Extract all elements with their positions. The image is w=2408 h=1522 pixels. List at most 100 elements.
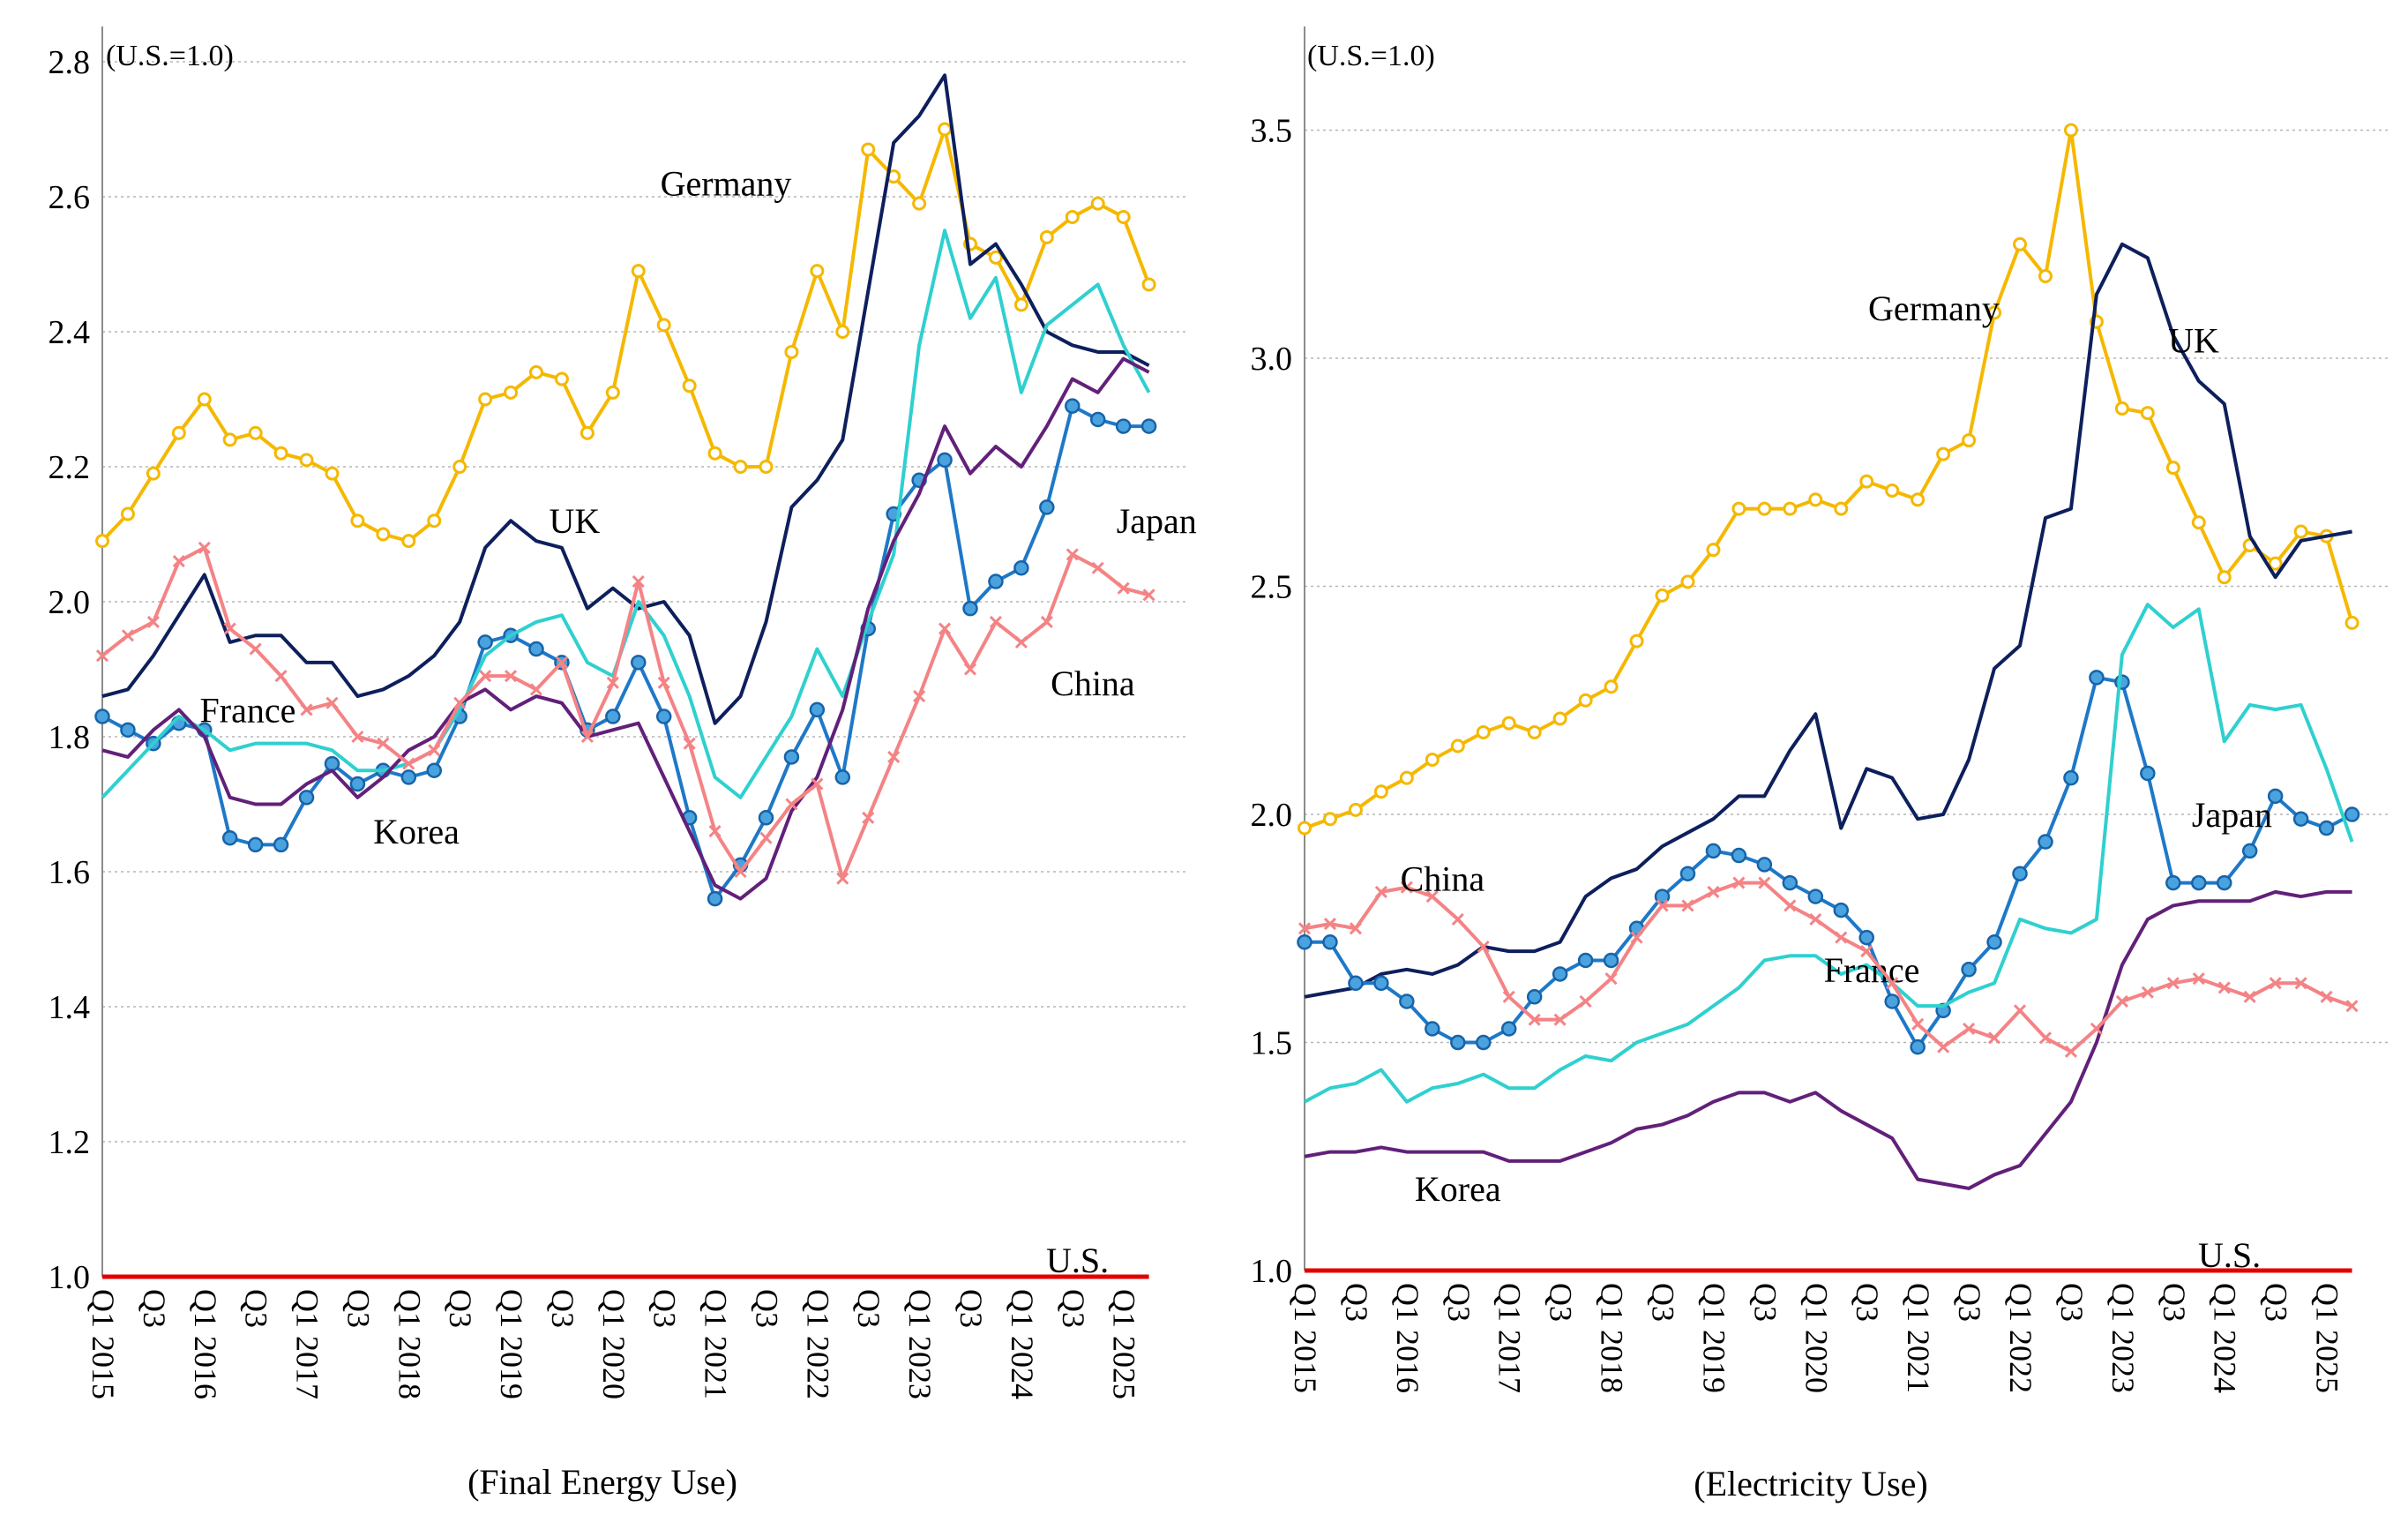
- data-point: [1885, 483, 1900, 498]
- data-point: [298, 790, 315, 806]
- data-point: [121, 629, 135, 642]
- data-point: [94, 709, 110, 724]
- data-point: [1859, 474, 1874, 489]
- x-tick-label: Q3: [1952, 1283, 1987, 1322]
- data-point: [1399, 993, 1415, 1009]
- data-point: [1502, 990, 1515, 1003]
- series-label: Germany: [661, 164, 792, 204]
- x-tick-label: Q1 2022: [2003, 1283, 2038, 1393]
- data-point: [1963, 1022, 1976, 1036]
- data-point: [1911, 492, 1926, 507]
- x-tick-label: Q3: [545, 1289, 580, 1328]
- data-point: [2013, 1004, 2027, 1017]
- y-tick-label: 3.0: [1251, 341, 1293, 378]
- data-point: [351, 730, 364, 744]
- x-tick-label: Q1 2020: [596, 1289, 632, 1399]
- data-point: [1604, 679, 1619, 694]
- data-point: [1450, 739, 1465, 754]
- series-japan: Japan: [1297, 670, 2360, 1055]
- data-point: [1115, 418, 1132, 434]
- data-point: [1807, 888, 1824, 904]
- data-point: [1528, 1013, 1541, 1026]
- data-point: [376, 527, 391, 542]
- x-tick-label: Q1 2015: [86, 1289, 121, 1399]
- data-point: [1629, 634, 1644, 649]
- x-tick-label: Q1 2021: [699, 1289, 734, 1399]
- data-point: [1784, 899, 1797, 912]
- data-point: [913, 690, 926, 703]
- x-tick-label: Q3: [1056, 1289, 1091, 1328]
- series-label: Japan: [1117, 501, 1197, 541]
- x-tick-label: Q1 2015: [1288, 1283, 1323, 1393]
- data-point: [274, 670, 288, 683]
- data-point: [656, 318, 671, 333]
- data-point: [477, 634, 493, 650]
- y-tick-label: 2.6: [49, 179, 91, 216]
- x-tick-label: Q3: [2054, 1283, 2090, 1322]
- series-label: Germany: [1868, 289, 2000, 328]
- x-tick-label: Q3: [1747, 1283, 1783, 1322]
- data-point: [1013, 560, 1029, 576]
- data-point: [146, 466, 161, 481]
- data-point: [350, 514, 365, 529]
- data-point: [1860, 945, 1873, 958]
- data-point: [989, 615, 1003, 629]
- data-point: [1884, 993, 1900, 1009]
- unit-note: (U.S.=1.0): [106, 40, 234, 72]
- data-point: [1090, 196, 1105, 211]
- y-tick-label: 3.5: [1251, 113, 1293, 150]
- data-point: [988, 574, 1004, 589]
- series-line: [1304, 603, 2354, 1104]
- data-point: [426, 762, 442, 778]
- data-point: [733, 460, 748, 474]
- data-point: [962, 600, 978, 617]
- y-tick-label: 1.8: [49, 719, 91, 756]
- x-tick-label: Q3: [239, 1289, 274, 1328]
- data-point: [554, 371, 569, 386]
- data-point: [2063, 123, 2078, 138]
- series-line: [101, 356, 1150, 901]
- data-point: [1013, 297, 1028, 312]
- data-point: [1961, 962, 1977, 978]
- x-tick-label: Q1 2021: [1901, 1283, 1936, 1393]
- data-point: [2038, 268, 2053, 283]
- data-point: [1858, 929, 1874, 946]
- data-point: [1323, 918, 1337, 931]
- data-point: [605, 385, 620, 400]
- data-point: [2063, 769, 2079, 786]
- data-point: [504, 385, 519, 400]
- data-point: [1757, 501, 1772, 516]
- series-us: U.S.: [102, 1241, 1149, 1280]
- data-point: [1937, 1040, 1950, 1053]
- data-point: [2192, 972, 2205, 986]
- data-point: [1579, 994, 1592, 1008]
- series-label: Korea: [373, 812, 460, 851]
- series-line: [1304, 128, 2354, 830]
- data-point: [400, 769, 417, 785]
- data-point: [1782, 874, 1799, 891]
- data-point: [1348, 975, 1364, 992]
- data-point: [1140, 418, 1157, 434]
- series-france: France: [101, 229, 1151, 799]
- x-tick-label: Q3: [1339, 1283, 1374, 1322]
- x-tick-label: Q3: [340, 1289, 376, 1328]
- series-line: [101, 73, 1150, 725]
- y-tick-label: 2.4: [49, 314, 91, 351]
- data-point: [2292, 811, 2309, 827]
- x-tick-label: Q3: [749, 1289, 784, 1328]
- x-tick-label: Q1 2017: [1492, 1283, 1528, 1393]
- x-tick-label: Q1 2016: [1390, 1283, 1425, 1393]
- x-tick-label: Q1 2019: [494, 1289, 529, 1399]
- x-tick-label: Q1 2025: [2310, 1283, 2345, 1393]
- data-point: [1809, 912, 1822, 926]
- data-point: [683, 737, 696, 750]
- x-tick-label: Q3: [137, 1289, 172, 1328]
- x-tick-label: Q1 2024: [2208, 1283, 2243, 1393]
- data-point: [2141, 986, 2154, 999]
- y-tick-label: 1.4: [49, 989, 91, 1026]
- data-point: [862, 811, 875, 824]
- data-point: [938, 122, 953, 137]
- data-point: [1604, 972, 1618, 986]
- x-axis-label: (Final Energy Use): [467, 1462, 737, 1502]
- data-point: [1425, 890, 1439, 903]
